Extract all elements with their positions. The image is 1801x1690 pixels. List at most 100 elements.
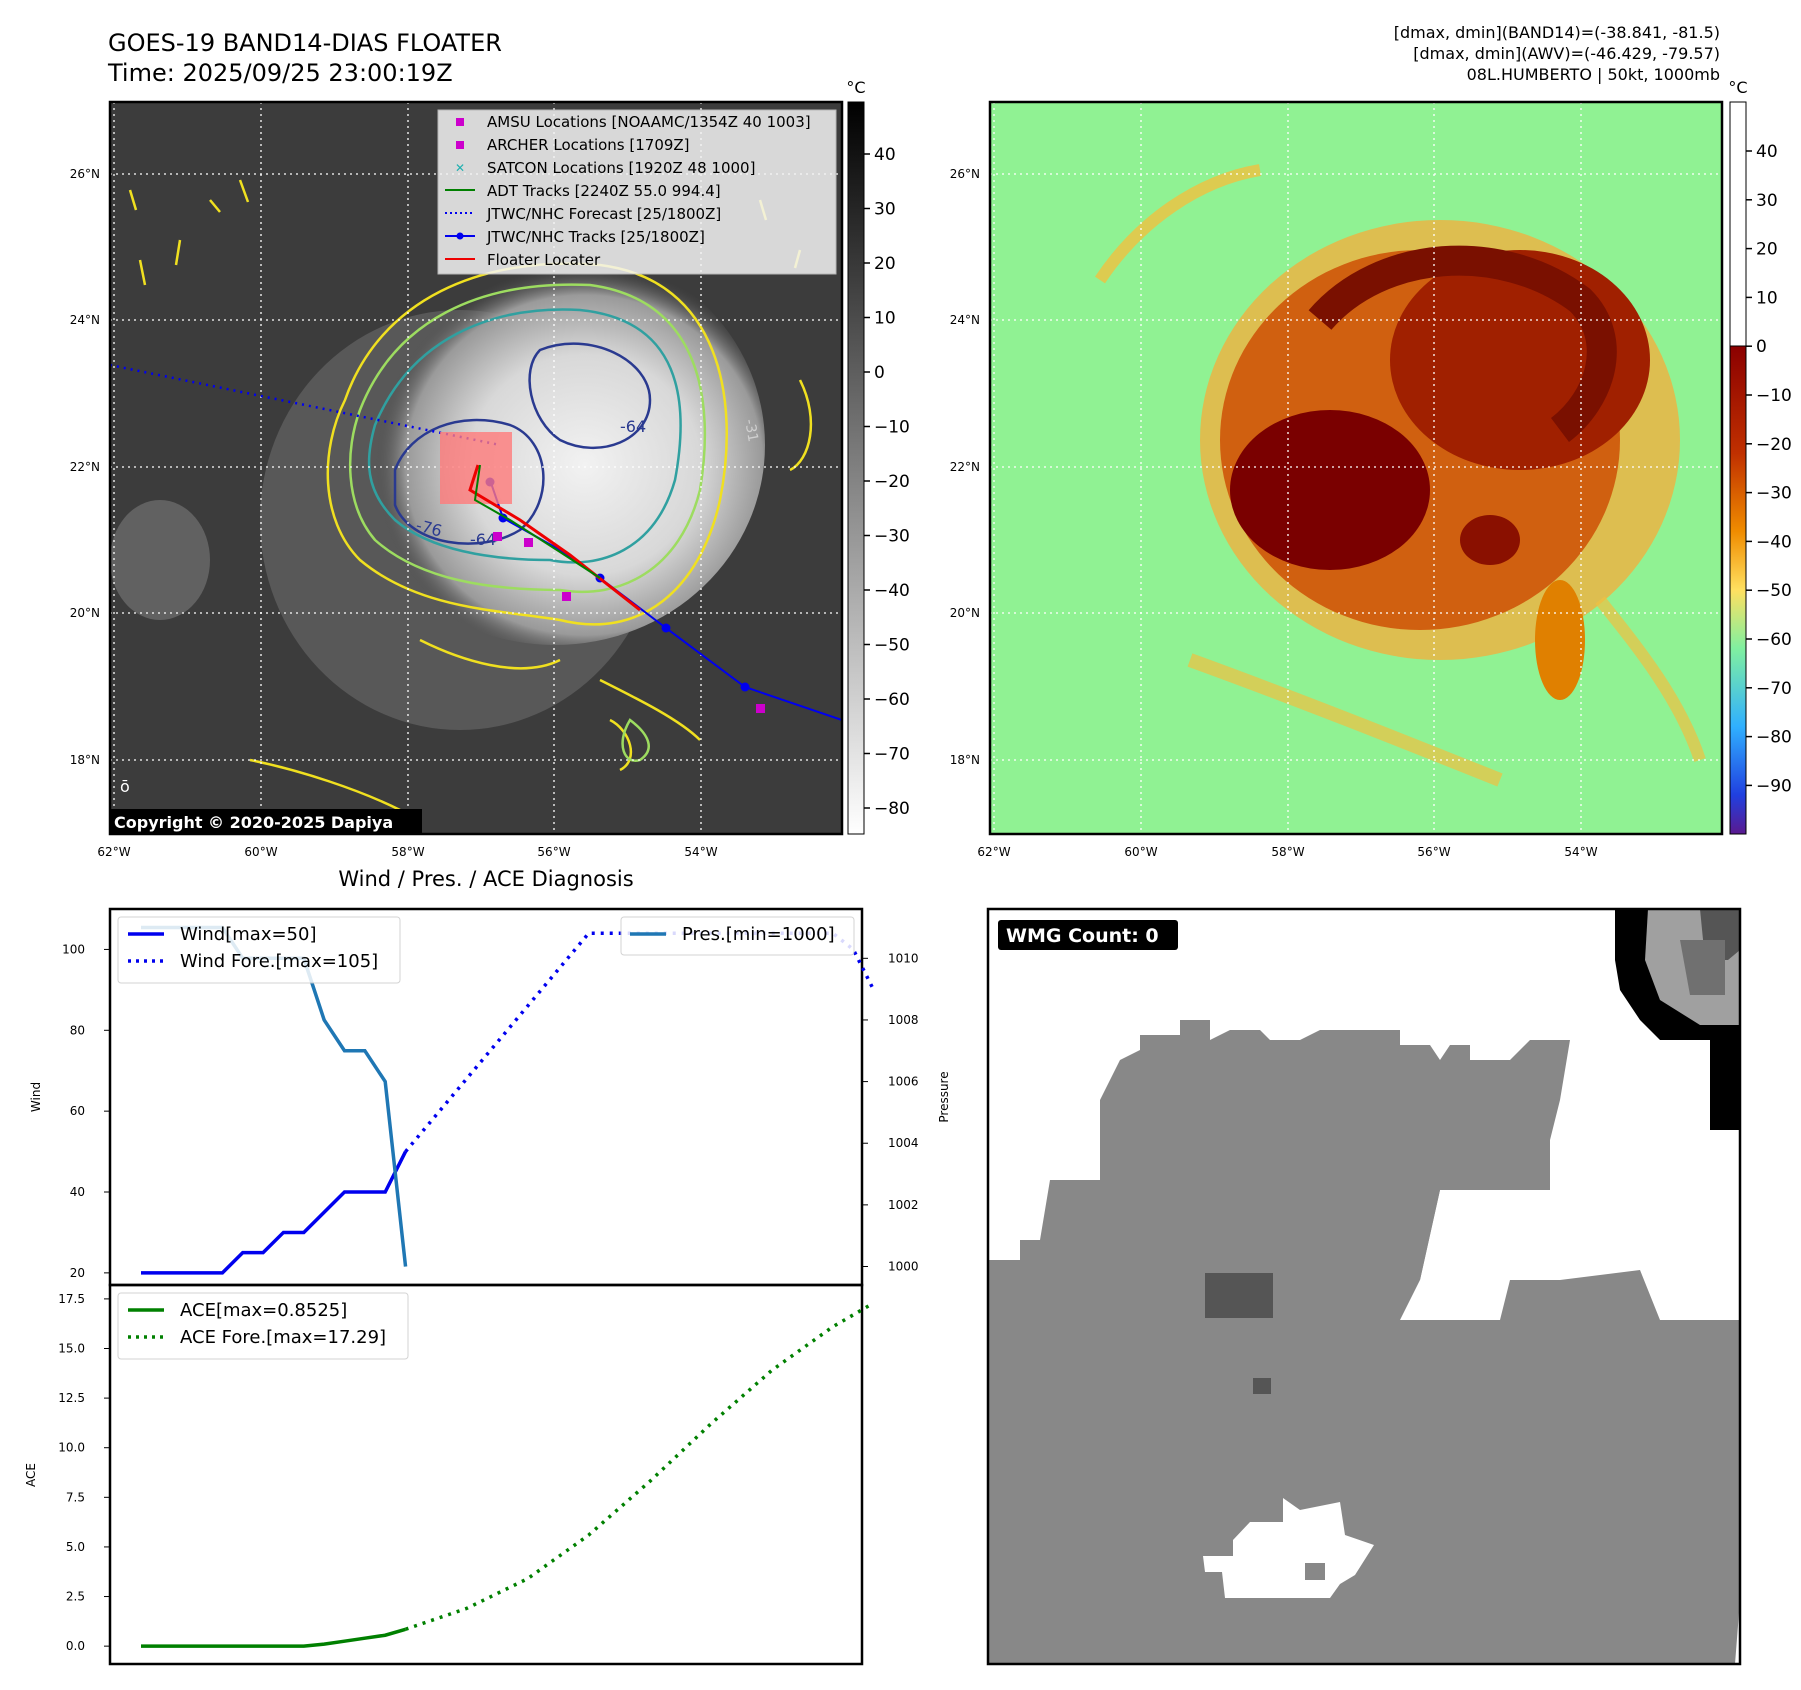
- colorbar-tick-label: 0: [874, 363, 885, 383]
- map-legend: ✕ AMSU Locations [NOAAMC/1354Z 40 1003] …: [437, 109, 837, 275]
- colorbar-tick-label: −80: [874, 799, 910, 819]
- ace-forecast-line: [404, 1301, 875, 1631]
- colorbar-tick-label: −90: [1756, 776, 1792, 796]
- lon-tick-label: 56°W: [537, 845, 570, 859]
- legend-adt: ADT Tracks [2240Z 55.0 994.4]: [487, 182, 721, 200]
- colorbar-tick-label: −60: [874, 690, 910, 710]
- ace-ytick-label: 0.0: [66, 1639, 85, 1653]
- ir-map-frame: [108, 100, 844, 836]
- colorbar-tick-label: 40: [1756, 142, 1778, 162]
- colorbar-awv-fill: [1729, 345, 1747, 835]
- colorbar-gray-ticks: 40 30 20 10 0 −10 −20 −30 −40 −50 −60 −70 −80: [864, 145, 910, 819]
- storm-info: 08L.HUMBERTO | 50kt, 1000mb: [1467, 65, 1720, 84]
- pressure-ytick-label: 1000: [888, 1260, 919, 1274]
- awv-map: [990, 102, 1722, 834]
- lat-tick-label: 18°N: [950, 753, 980, 767]
- ace-ytick-label: 10.0: [58, 1441, 85, 1455]
- lat-tick-label: 26°N: [950, 167, 980, 181]
- awv-map-ticks: 62°W 60°W 58°W 56°W 54°W 26°N 24°N 22°N 20°N 18°N: [950, 167, 1598, 859]
- ace-ytick-label: 17.5: [58, 1292, 85, 1306]
- pressure-legend: Pres.[min=1000]: [620, 916, 855, 956]
- colorbar-tick-label: 0: [1756, 337, 1767, 357]
- ace-ytick-label: 2.5: [66, 1590, 85, 1604]
- diagnosis-title: Wind / Pres. / ACE Diagnosis: [338, 867, 633, 891]
- contour-label-2: -64: [470, 530, 496, 549]
- colorbar-tick-label: 20: [1756, 240, 1778, 260]
- lat-tick-label: 24°N: [950, 313, 980, 327]
- amsu-archer-markers: [493, 532, 765, 713]
- lat-tick-label: 20°N: [70, 606, 100, 620]
- colorbar-tick-label: −10: [874, 418, 910, 438]
- wind-forecast-line: [404, 931, 876, 1153]
- legend-archer: ARCHER Locations [1709Z]: [487, 136, 690, 154]
- legend-wind: Wind[max=50]: [180, 924, 317, 945]
- awv-gridlines: [990, 102, 1722, 834]
- wmg-frame: [986, 907, 1742, 1666]
- legend-pressure: Pres.[min=1000]: [682, 924, 835, 945]
- copyright-box: [110, 809, 422, 834]
- wind-ytick-label: 60: [70, 1104, 85, 1118]
- ace-ytick-label: 12.5: [58, 1391, 85, 1405]
- colorbar-tick-label: −70: [1756, 679, 1792, 699]
- legend-wind-forecast: Wind Fore.[max=105]: [180, 951, 378, 972]
- ace-ytick-label: 7.5: [66, 1490, 85, 1504]
- ace-legend: ACE[max=0.8525] ACE Fore.[max=17.29]: [117, 1292, 409, 1360]
- colorbar-gray: [847, 101, 865, 835]
- lon-tick-label: 62°W: [97, 845, 130, 859]
- colorbar-awv-unit: °C: [1728, 78, 1747, 97]
- wind-ytick-label: 80: [70, 1023, 85, 1037]
- pressure-ytick-label: 1004: [888, 1136, 919, 1150]
- legend-floater: Floater Locater: [487, 251, 601, 269]
- colorbar-tick-label: −50: [1756, 581, 1792, 601]
- pressure-ytick-label: 1010: [888, 951, 919, 965]
- lon-tick-label: 58°W: [391, 845, 424, 859]
- awv-map-frame: [988, 100, 1724, 836]
- colorbar-awv-ticks: 40 30 20 10 0 −10 −20 −30 −40 −50 −60 −70 −80 −90: [1746, 142, 1792, 796]
- colorbar-tick-label: −50: [874, 636, 910, 656]
- wmg-panel: WMG Count: 0: [988, 909, 1740, 1664]
- lat-tick-label: 18°N: [70, 753, 100, 767]
- lon-tick-label: 54°W: [1564, 845, 1597, 859]
- figure-title: GOES-19 BAND14-DIAS FLOATER: [108, 29, 502, 57]
- ace-axis-label: ACE: [24, 1463, 38, 1487]
- colorbar-tick-label: −20: [874, 472, 910, 492]
- ir-map-ticks: 62°W 60°W 58°W 56°W 54°W 26°N 24°N 22°N 20°N 18°N: [70, 167, 718, 859]
- colorbar-tick-label: −40: [1756, 532, 1792, 552]
- svg-text:✕: ✕: [455, 161, 465, 175]
- colorbar-tick-label: −70: [874, 745, 910, 765]
- lat-tick-label: 24°N: [70, 313, 100, 327]
- adt-track-green: [473, 464, 601, 579]
- colorbar-tick-label: 40: [874, 145, 896, 165]
- colorbar-tick-label: −30: [874, 527, 910, 547]
- legend-amsu: AMSU Locations [NOAAMC/1354Z 40 1003]: [487, 113, 811, 131]
- wind-axis-label: Wind: [29, 1082, 43, 1112]
- lon-tick-label: 54°W: [684, 845, 717, 859]
- dmax-awv: [dmax, dmin](AWV)=(-46.429, -79.57): [1413, 44, 1720, 63]
- wind-legend: Wind[max=50] Wind Fore.[max=105]: [117, 916, 401, 984]
- pressure-ytick-label: 1002: [888, 1198, 919, 1212]
- legend-forecast: JTWC/NHC Forecast [25/1800Z]: [486, 205, 721, 223]
- lon-tick-label: 58°W: [1271, 845, 1304, 859]
- wind-ytick-label: 100: [62, 942, 85, 956]
- island-glyph: ō: [120, 777, 130, 796]
- colorbar-tick-label: −80: [1756, 728, 1792, 748]
- lon-tick-label: 56°W: [1417, 845, 1450, 859]
- colorbar-tick-label: −60: [1756, 630, 1792, 650]
- lat-tick-label: 22°N: [950, 460, 980, 474]
- legend-satcon: SATCON Locations [1920Z 48 1000]: [487, 159, 755, 177]
- lat-tick-label: 22°N: [70, 460, 100, 474]
- ace-line: [141, 1627, 407, 1648]
- pressure-ytick-label: 1008: [888, 1013, 919, 1027]
- ace-plot: 0.0 2.5 5.0 7.5 10.0 12.5 15.0 17.5: [58, 1292, 875, 1653]
- pressure-ytick-label: 1006: [888, 1075, 919, 1089]
- copyright: Copyright © 2020-2025 Dapiya: [114, 813, 393, 832]
- colorbar-tick-label: 10: [1756, 288, 1778, 308]
- wmg-count: WMG Count: 0: [1006, 925, 1159, 947]
- lat-tick-label: 26°N: [70, 167, 100, 181]
- colorbar-tick-label: −20: [1756, 435, 1792, 455]
- colorbar-tick-label: −10: [1756, 386, 1792, 406]
- legend-ace: ACE[max=0.8525]: [180, 1300, 347, 1321]
- contour-label-3: -64: [620, 417, 646, 436]
- wind-ytick-label: 20: [70, 1266, 85, 1280]
